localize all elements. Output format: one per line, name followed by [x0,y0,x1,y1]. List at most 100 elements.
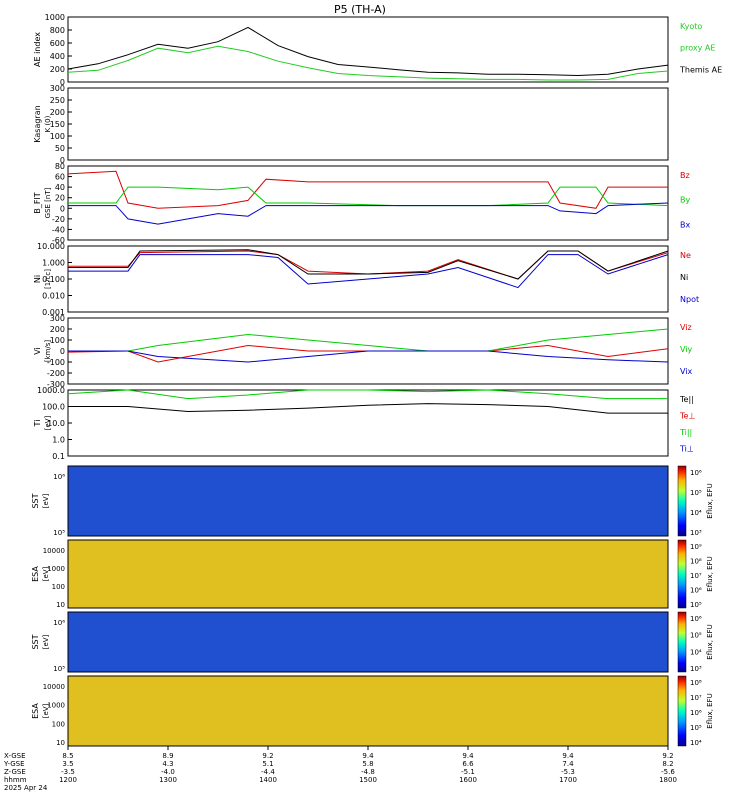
y-axis-label: Kasagran [33,105,42,142]
orbit-y-value: 5.8 [362,760,373,768]
colorbar [677,465,687,537]
spectrogram-1: 10000 1000 100 10 ESA [eV] 10⁹ 10⁸ 10⁷ 10⁶ 10⁵ Eflu… [31,539,714,609]
x-tick-label: 1400 [259,776,277,784]
colorbar [677,675,687,747]
y-tick-label: 0.100 [42,275,65,284]
y-tick-label: -20 [52,215,65,224]
y-axis-label: AE index [33,32,42,67]
colorbar-tick-label: 10⁴ [690,509,702,517]
y-tick-label: 1000.0 [37,386,65,395]
colorbar [677,539,687,609]
panel-5: 1000.0 100.0 10.0 1.0 0.1 Ti [eV] Te|| Te⊥ Ti|| Ti… [33,386,695,461]
y-tick-label: 1000 [45,13,65,22]
colorbar-label: Eflux, EFU [706,556,714,591]
series-line [68,403,668,414]
y-axis-sublabel: [1/cc] [44,269,52,289]
y-tick-label: 250 [50,96,65,105]
y-tick-label: -100 [47,358,65,367]
y-axis-label: SST [31,634,40,649]
y-tick-label: 100 [52,583,65,591]
y-tick-label: 10000 [43,547,65,555]
y-tick-label: 1000 [47,565,65,573]
y-tick-label: 200 [50,65,65,74]
panel-1: 300 250 200 150 100 50 0 Kasagran K (0) [33,84,669,165]
y-tick-label: 300 [50,314,65,323]
colorbar-label: Eflux, EFU [706,483,714,518]
legend-entry: Ni [680,273,688,282]
spectrogram-fill [68,540,668,608]
y-tick-label: 10⁶ [53,619,65,627]
y-axis-sublabel: [eV] [44,415,52,430]
series-line [67,389,668,400]
x-tick-label: 1800 [659,776,677,784]
series-line [67,26,669,77]
y-tick-label: 0 [60,204,65,213]
y-axis-sublabel: K (0) [44,115,52,132]
x-tick-label: 1300 [159,776,177,784]
series-line [68,249,669,280]
y-tick-label: 10.0 [47,419,65,428]
colorbar-tick-label: 10³ [690,665,702,673]
y-tick-label: -200 [47,369,65,378]
y-axis-sublabel: [eV] [42,566,50,581]
y-axis-label: Ni [33,275,42,283]
y-tick-label: 10 [56,601,65,609]
x-tick-label: 1500 [359,776,377,784]
orbit-row-label: Y-GSE [3,760,25,768]
legend-entry: Te|| [679,395,694,404]
legend-entry: Ti|| [679,428,692,437]
panel-frame [67,87,669,161]
series-line [68,350,669,363]
legend-entry: Ti⊥ [679,445,694,454]
colorbar-tick-label: 10⁴ [690,739,702,747]
orbit-row-label: 2025 Apr 24 [4,784,48,792]
y-tick-label: 10⁵ [53,529,65,537]
series-line [68,328,669,352]
y-tick-label: 0 [60,78,65,87]
legend-entry: Te⊥ [679,412,695,421]
panel-frame [67,16,669,83]
orbit-row-label: Z-GSE [4,768,26,776]
orbit-y-value: 6.6 [462,760,474,768]
series-line [67,344,669,363]
orbit-y-value: 3.5 [62,760,73,768]
x-tick-label: 1200 [59,776,77,784]
orbit-x-value: 9.4 [362,752,374,760]
orbit-z-value: -3.5 [61,768,75,776]
orbit-z-value: -5.1 [461,768,475,776]
y-tick-label: 0.001 [42,308,65,317]
spectrogram-0: 10⁶ 10⁵ SST [eV] 10⁶ 10⁵ 10⁴ 10³ Eflux, EFU [31,465,714,537]
colorbar-tick-label: 10⁸ [690,558,702,566]
legend-entry: Vix [680,367,693,376]
series-line [68,202,669,225]
y-tick-label: 600 [50,39,65,48]
y-tick-label: 400 [50,52,65,61]
y-tick-label: -40 [52,225,65,234]
orbit-x-value: 9.2 [662,752,673,760]
orbit-y-value: 5.1 [262,760,273,768]
orbit-x-value: 9.4 [562,752,574,760]
orbit-z-value: -5.6 [661,768,675,776]
colorbar-tick-label: 10⁶ [690,709,702,717]
colorbar [677,611,687,673]
orbit-z-value: -4.4 [261,768,275,776]
orbit-row-label: X-GSE [4,752,26,760]
spectrogram-fill [68,676,668,746]
orbit-row-label: hhmm [4,776,27,784]
legend-entry: Bz [680,171,690,180]
colorbar-tick-label: 10⁶ [690,587,702,595]
series-line [67,170,668,209]
y-tick-label: 10⁵ [53,665,65,673]
y-axis-label: Ti [33,420,42,428]
y-tick-label: 80 [55,162,65,171]
orbit-x-value: 8.9 [162,752,173,760]
legend-entry: Viz [680,323,692,332]
y-tick-label: 200 [50,325,65,334]
orbit-z-value: -4.8 [361,768,375,776]
y-axis-sublabel: [eV] [42,493,50,508]
orbit-x-value: 8.5 [62,752,73,760]
y-tick-label: 150 [50,120,65,129]
colorbar-tick-label: 10⁷ [690,572,702,580]
